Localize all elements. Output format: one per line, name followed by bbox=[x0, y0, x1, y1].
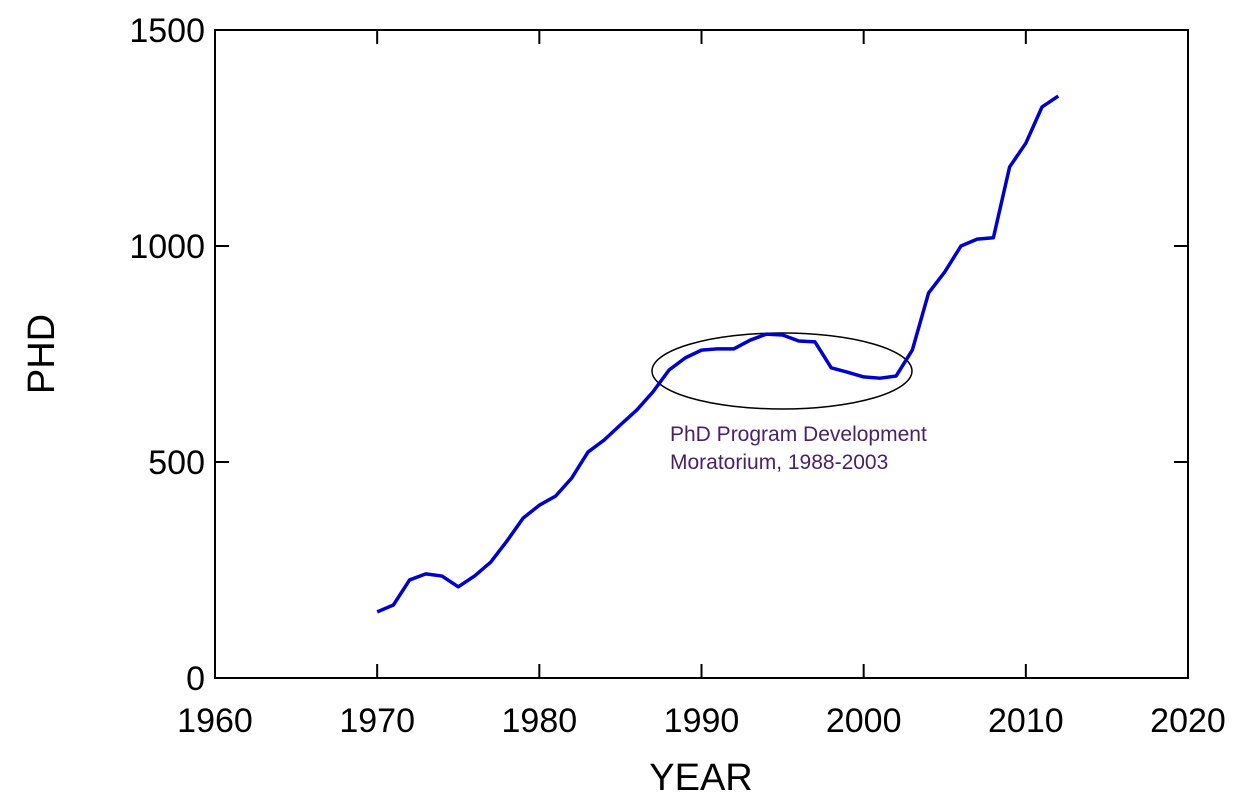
annotation: Moratorium, 1988-2003 bbox=[670, 451, 888, 474]
x-tick-label: 2020 bbox=[1150, 702, 1226, 740]
plot-frame bbox=[214, 29, 1189, 679]
x-tick-label: 1960 bbox=[177, 702, 253, 740]
x-axis-label: YEAR bbox=[649, 757, 752, 799]
highlight-ellipse bbox=[651, 332, 913, 410]
x-tick-label: 2000 bbox=[826, 702, 902, 740]
data-line bbox=[376, 94, 1060, 614]
x-tick-label: 2010 bbox=[988, 702, 1064, 740]
y-tick-label: 500 bbox=[148, 444, 205, 482]
x-tick-label: 1990 bbox=[664, 702, 740, 740]
y-axis-label: PHD bbox=[21, 314, 63, 394]
x-tick-label: 1980 bbox=[502, 702, 578, 740]
x-tick-label: 1970 bbox=[339, 702, 415, 740]
annotation: PhD Program Development bbox=[670, 423, 927, 446]
y-tick-label: 1500 bbox=[129, 12, 205, 50]
y-tick-label: 1000 bbox=[129, 228, 205, 266]
y-tick-label: 0 bbox=[186, 660, 205, 698]
